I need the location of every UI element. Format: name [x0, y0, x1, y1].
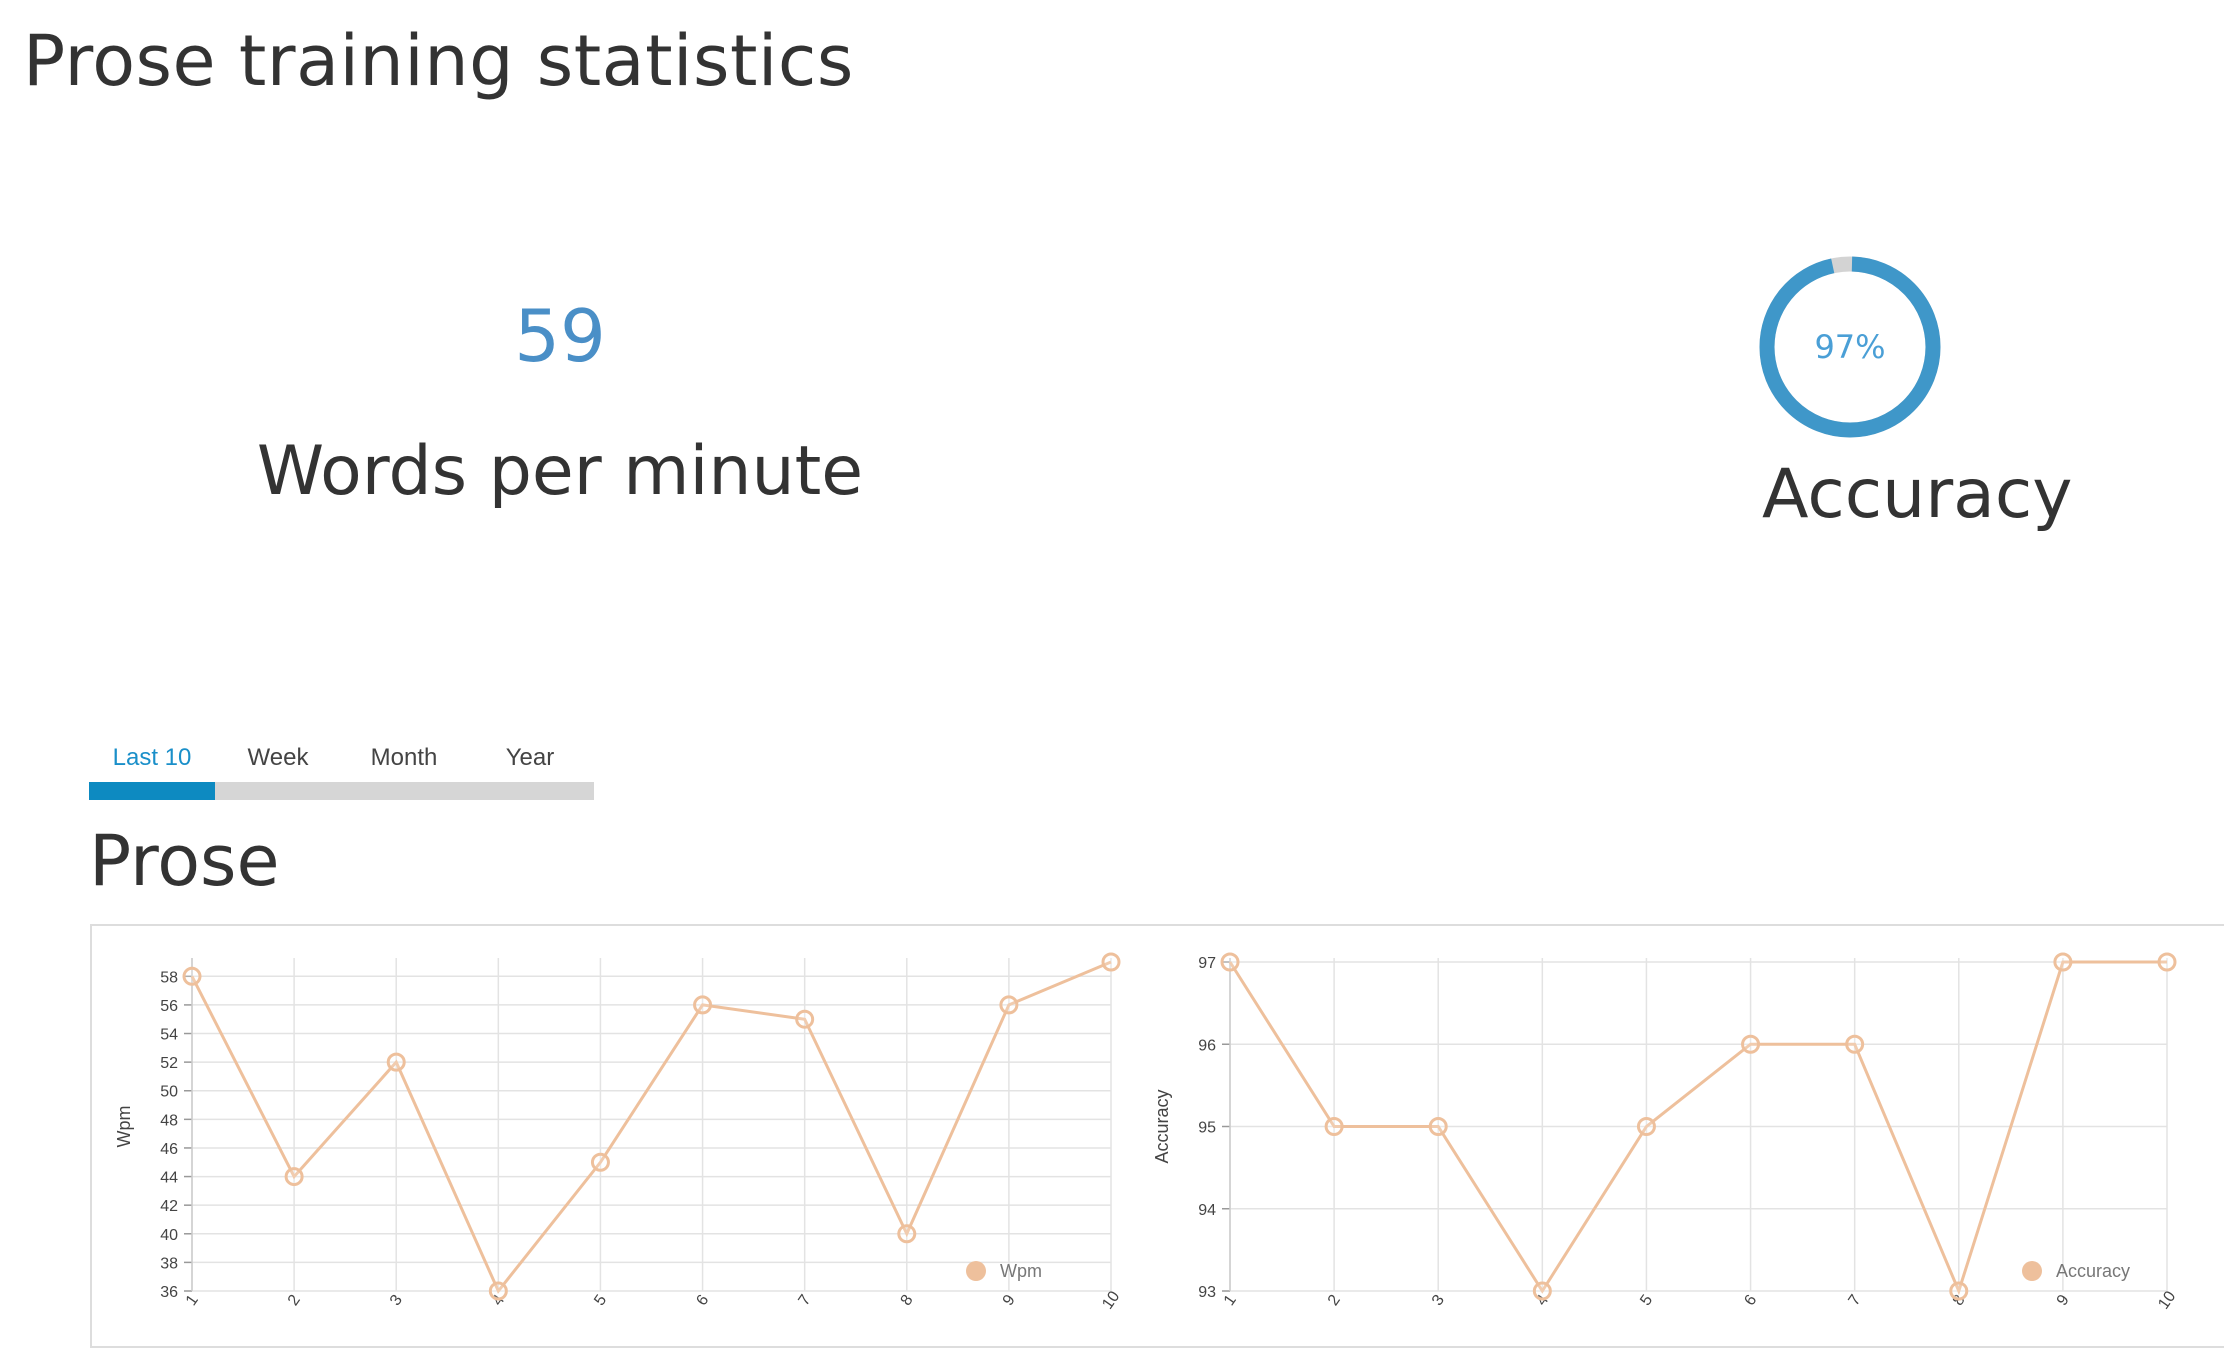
- data-point: [2053, 952, 2073, 972]
- y-axis-label: Accuracy: [1152, 1089, 1172, 1163]
- tab-year[interactable]: Year: [505, 744, 555, 771]
- y-tick-label: 93: [1198, 1284, 1216, 1301]
- accuracy-value: 97%: [1814, 328, 1886, 366]
- data-point: [1949, 1281, 1969, 1301]
- y-tick-label: 52: [160, 1055, 178, 1072]
- tab-month[interactable]: Month: [370, 744, 438, 771]
- y-tick-label: 95: [1198, 1120, 1216, 1137]
- y-tick-label: 54: [160, 1027, 178, 1044]
- tab-last-10[interactable]: Last 10: [112, 744, 192, 771]
- data-point: [590, 1152, 610, 1172]
- x-tick-label: 2: [285, 1292, 304, 1309]
- x-tick-label: 6: [1741, 1292, 1760, 1309]
- data-point: [1532, 1281, 1552, 1301]
- y-tick-label: 38: [160, 1255, 178, 1272]
- x-tick-label: 3: [387, 1292, 406, 1309]
- x-tick-label: 9: [1000, 1292, 1019, 1309]
- accuracy-donut-arc: [1759, 256, 1941, 438]
- data-point: [1428, 1117, 1448, 1136]
- data-point: [795, 1009, 815, 1029]
- data-point: [2157, 952, 2177, 972]
- data-point: [1845, 1034, 1865, 1054]
- y-tick-label: 97: [1198, 955, 1216, 972]
- legend-label: Wpm: [1000, 1261, 1042, 1281]
- data-point: [386, 1052, 406, 1072]
- x-tick-label: 10: [1099, 1288, 1123, 1312]
- x-tick-label: 7: [795, 1292, 814, 1309]
- x-tick-label: 7: [1845, 1292, 1864, 1309]
- x-tick-label: 1: [1221, 1292, 1240, 1309]
- x-tick-label: 9: [2054, 1292, 2073, 1309]
- y-tick-label: 40: [160, 1227, 178, 1244]
- tab-week[interactable]: Week: [247, 744, 309, 771]
- section-title: Prose: [89, 820, 280, 902]
- wpm-label: Words per minute: [256, 432, 864, 511]
- x-tick-label: 6: [693, 1292, 712, 1309]
- data-point: [488, 1281, 508, 1301]
- data-point: [284, 1167, 304, 1187]
- y-tick-label: 36: [160, 1284, 178, 1301]
- wpm-stat: 59 Words per minute: [250, 300, 870, 511]
- y-tick-label: 44: [160, 1170, 178, 1187]
- y-tick-label: 42: [160, 1198, 178, 1215]
- data-point: [693, 995, 713, 1015]
- y-tick-label: 46: [160, 1141, 178, 1158]
- x-tick-label: 2: [1325, 1292, 1344, 1309]
- series-line: [190, 960, 1112, 1294]
- tab-track: [89, 782, 594, 800]
- data-point: [1220, 952, 1240, 972]
- period-tabs: Last 10 Week Month Year: [89, 734, 594, 800]
- accuracy-label: Accuracy: [1762, 455, 2073, 534]
- y-tick-label: 96: [1198, 1037, 1216, 1054]
- x-tick-label: 5: [591, 1292, 610, 1309]
- data-point: [999, 995, 1019, 1015]
- page-title: Prose training statistics: [23, 20, 854, 102]
- x-tick-label: 3: [1429, 1292, 1448, 1309]
- x-tick-label: 5: [1637, 1292, 1656, 1309]
- y-tick-label: 58: [160, 969, 178, 986]
- x-tick-label: 10: [2155, 1288, 2179, 1312]
- chart-panel: 36 38 40 42 44 46 48 50 52 54 56 58 1 2 3 4 5 6 7 8 9 10 Wpm Wp…: [90, 924, 2224, 1348]
- series-line: [1228, 960, 2167, 1296]
- y-tick-label: 94: [1198, 1202, 1216, 1219]
- legend-label: Accuracy: [2056, 1261, 2130, 1281]
- data-point: [1741, 1034, 1761, 1054]
- y-axis-label: Wpm: [114, 1106, 134, 1148]
- y-tick-label: 48: [160, 1112, 178, 1129]
- tab-active-indicator: [89, 782, 215, 800]
- data-point: [1101, 952, 1121, 972]
- y-tick-label: 56: [160, 998, 178, 1015]
- wpm-value: 59: [514, 294, 606, 378]
- x-tick-label: 1: [183, 1292, 202, 1309]
- legend-swatch: [966, 1261, 986, 1281]
- accuracy-donut: [1759, 256, 1941, 438]
- legend-swatch: [2022, 1261, 2042, 1281]
- data-point: [182, 966, 202, 986]
- y-tick-label: 50: [160, 1084, 178, 1101]
- x-tick-label: 8: [898, 1292, 917, 1309]
- data-point: [1324, 1117, 1344, 1136]
- data-point: [897, 1224, 917, 1244]
- data-point: [1636, 1117, 1656, 1136]
